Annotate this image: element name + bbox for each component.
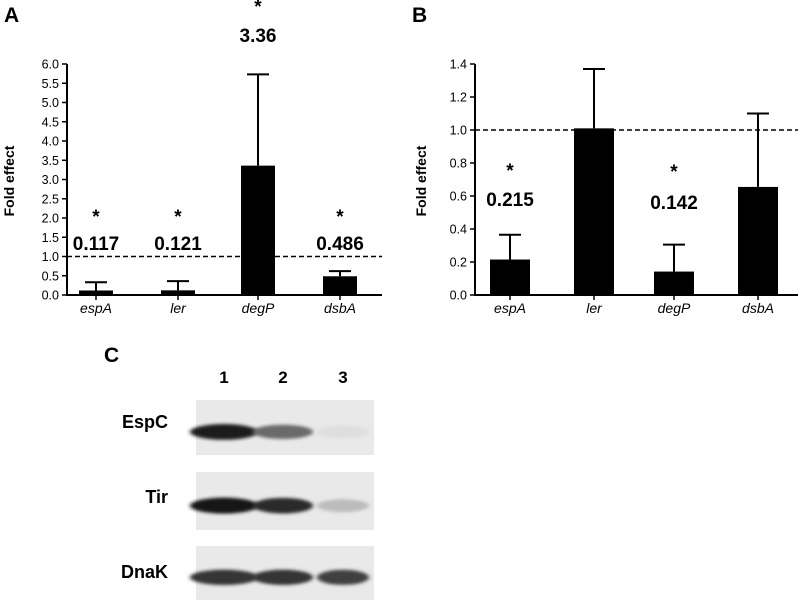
chart-a-y-tick-label: 0.0	[42, 289, 59, 303]
chart-a: Fold effect 0.0 0.5 1.0 1.5 2.0 2.5 3.0 3.5 4.0 4…	[1, 0, 382, 316]
blot-row-label-espc: EspC	[122, 412, 168, 432]
blot-band	[253, 569, 313, 586]
chart-a-bars: espA ler degP dsbA	[79, 73, 357, 316]
chart-a-x-label-degP: degP	[242, 300, 275, 316]
chart-b-bars: espA ler degP dsbA	[490, 67, 778, 316]
chart-a-value-label-espA: 0.117	[73, 234, 120, 255]
chart-a-y-tick-label: 5.5	[42, 77, 59, 91]
chart-a-bar-dsbA	[323, 276, 357, 295]
chart-b-y-tick-label: 0.2	[450, 256, 467, 270]
chart-a-x-label-espA: espA	[80, 300, 112, 316]
chart-a-y-tick-label: 2.5	[42, 192, 59, 206]
chart-a-y-tick-label: 0.5	[42, 269, 59, 283]
chart-a-bar-espA	[79, 290, 113, 295]
chart-a-value-label-degP: 3.36	[240, 26, 277, 47]
blot-band	[317, 499, 369, 513]
chart-a-annotations: * 0.117 * 0.121 * 3.36 * 0.486	[67, 0, 382, 258]
chart-b-y-tick-label: 0.8	[450, 157, 467, 171]
chart-b-x-label-espA: espA	[494, 300, 526, 316]
chart-a-bar-ler	[161, 290, 195, 295]
blot-lane-label-3: 3	[338, 368, 347, 387]
chart-b-value-label-degP: 0.142	[650, 193, 698, 214]
chart-b: Fold effect 0.0 0.2 0.4 0.6 0.8 1.0 1.2 1.4 esp…	[413, 58, 798, 316]
chart-a-y-tick-label: 1.0	[42, 250, 59, 264]
chart-a-y-tick-label: 4.0	[42, 135, 59, 149]
chart-a-y-tick-label: 5.0	[42, 96, 59, 110]
chart-b-x-label-ler: ler	[586, 300, 603, 316]
chart-a-value-label-dsbA: 0.486	[316, 234, 364, 255]
chart-a-y-axis-ticks: 0.0 0.5 1.0 1.5 2.0 2.5 3.0 3.5 4.0 4.5 5.0 5.5 6.0	[42, 58, 382, 303]
blot-row-dnak: DnaK	[121, 546, 374, 600]
blot-band	[253, 497, 313, 514]
chart-a-y-tick-label: 3.0	[42, 173, 59, 187]
chart-b-y-tick-label: 1.2	[450, 91, 467, 105]
chart-b-x-label-dsbA: dsbA	[742, 300, 774, 316]
chart-b-value-label-espA: 0.215	[486, 190, 534, 211]
chart-b-y-tick-label: 0.0	[450, 289, 467, 303]
chart-b-ylabel: Fold effect	[413, 145, 429, 216]
chart-a-y-tick-label: 4.5	[42, 115, 59, 129]
blot-row-label-tir: Tir	[145, 487, 168, 507]
chart-b-bar-dsbA	[738, 186, 778, 295]
chart-b-y-tick-label: 0.4	[450, 223, 467, 237]
blot-lane-label-1: 1	[219, 368, 228, 387]
chart-a-value-label-ler: 0.121	[154, 234, 202, 255]
chart-a-x-label-dsbA: dsbA	[324, 300, 356, 316]
chart-b-bar-ler	[574, 128, 614, 295]
blot-band	[317, 569, 369, 585]
chart-a-bar-degP	[241, 165, 275, 295]
chart-b-y-tick-label: 0.6	[450, 190, 467, 204]
chart-a-ylabel: Fold effect	[1, 145, 17, 216]
chart-b-bar-degP	[654, 271, 694, 295]
panel-letter-c: C	[104, 344, 119, 367]
blot-band	[253, 424, 313, 440]
chart-a-significance-ler: *	[174, 207, 182, 228]
chart-a-y-tick-label: 6.0	[42, 58, 59, 72]
chart-b-annotations: * 0.215 * 0.142	[475, 129, 798, 214]
chart-a-x-label-ler: ler	[170, 300, 187, 316]
chart-b-x-label-degP: degP	[658, 300, 691, 316]
blot-band	[190, 497, 258, 514]
panel-letter-b: B	[412, 4, 427, 27]
western-blot: 1 2 3 EspC Tir DnaK	[121, 368, 374, 600]
chart-b-y-tick-label: 1.4	[450, 58, 467, 72]
blot-lane-labels: 1 2 3	[219, 368, 347, 387]
chart-a-significance-espA: *	[92, 207, 100, 228]
chart-a-y-tick-label: 3.5	[42, 154, 59, 168]
chart-a-significance-dsbA: *	[336, 207, 344, 228]
chart-b-bar-espA	[490, 259, 530, 295]
blot-row-label-dnak: DnaK	[121, 562, 168, 582]
blot-rows: EspC Tir DnaK	[121, 400, 374, 600]
chart-a-y-tick-label: 1.5	[42, 231, 59, 245]
chart-b-significance-espA: *	[506, 161, 514, 182]
chart-b-y-tick-label: 1.0	[450, 124, 467, 138]
blot-band	[317, 425, 369, 439]
chart-a-y-tick-label: 2.0	[42, 212, 59, 226]
blot-lane-label-2: 2	[278, 368, 287, 387]
blot-row-tir: Tir	[145, 472, 374, 530]
blot-row-espc: EspC	[122, 400, 374, 455]
chart-a-significance-degP: *	[254, 0, 262, 18]
chart-b-significance-degP: *	[670, 162, 678, 183]
blot-band	[190, 569, 258, 586]
blot-band	[190, 424, 258, 440]
panel-letter-a: A	[4, 4, 19, 27]
